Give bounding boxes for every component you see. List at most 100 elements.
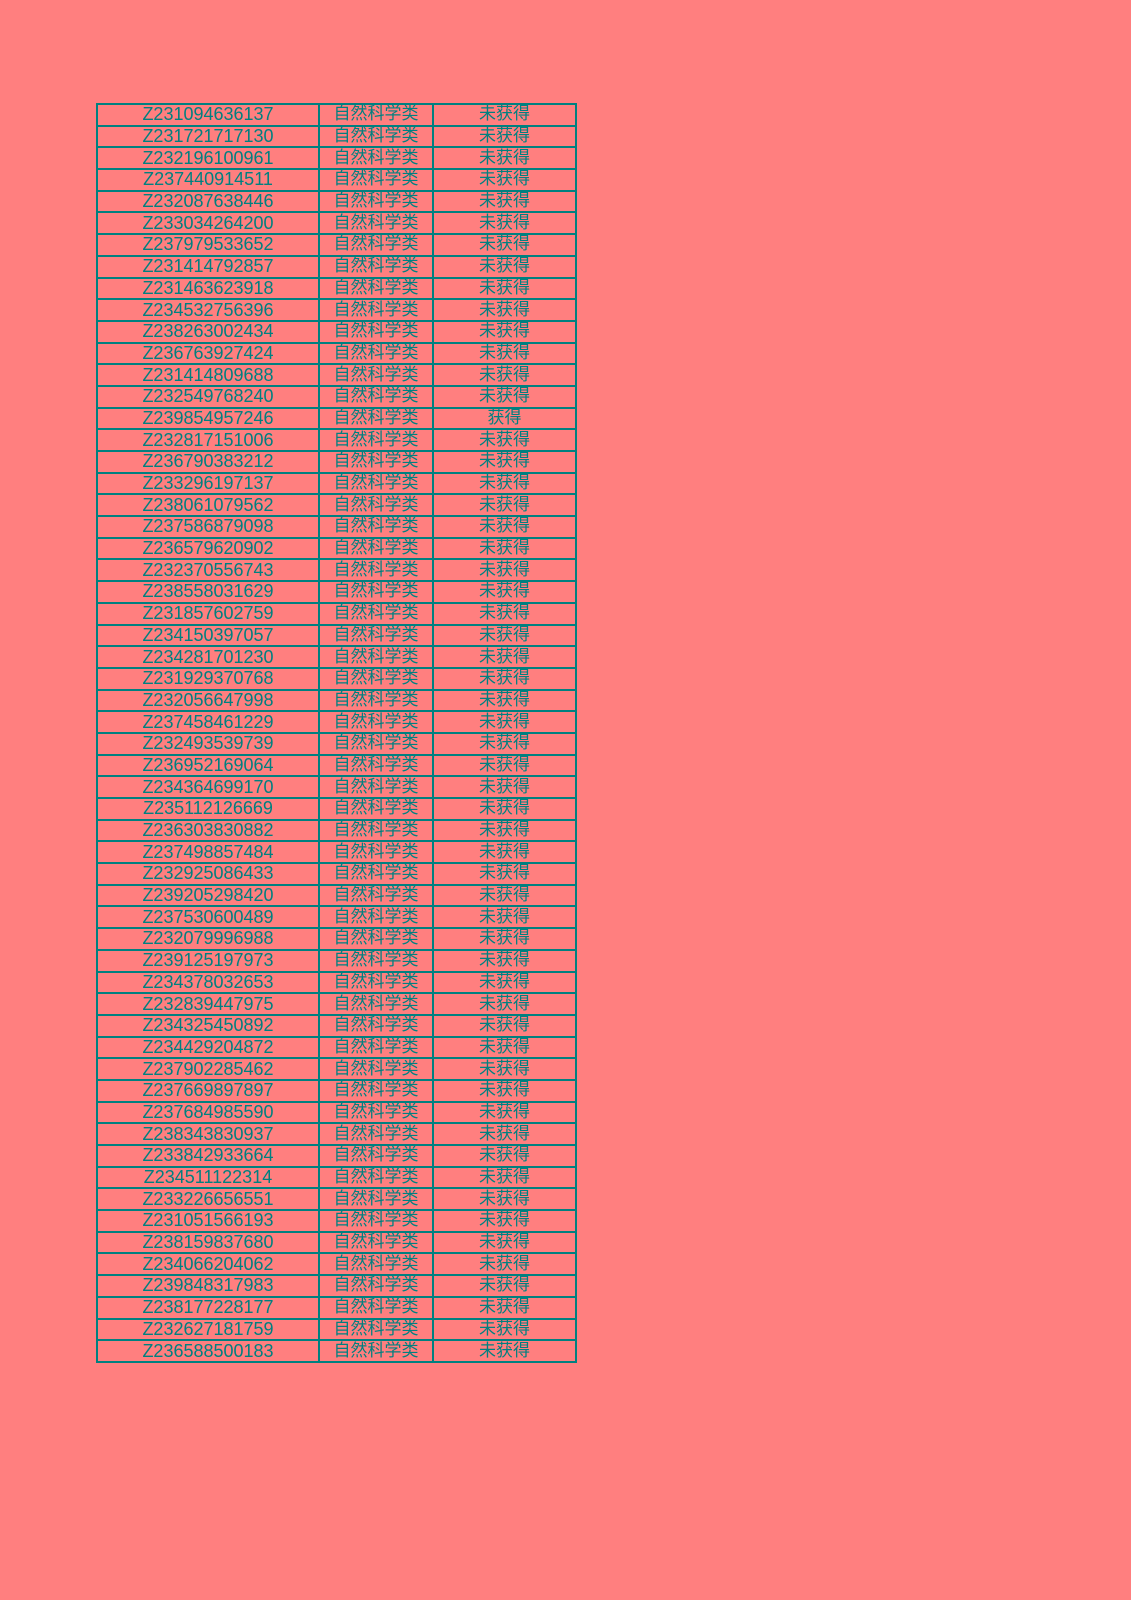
id-cell: Z234364699170 — [96, 775, 320, 799]
table-row: Z237684985590 自然科学类 未获得 — [96, 1100, 577, 1125]
status-cell: 未获得 — [432, 493, 577, 518]
id-cell: Z232925086433 — [96, 862, 320, 886]
id-cell: Z234325450892 — [96, 1013, 320, 1038]
table-row: Z237669897897 自然科学类 未获得 — [96, 1078, 577, 1103]
id-cell: Z234378032653 — [96, 970, 320, 995]
category-cell: 自然科学类 — [318, 753, 434, 778]
status-cell: 未获得 — [432, 1274, 577, 1298]
id-cell: Z231721717130 — [96, 124, 320, 149]
status-cell: 获得 — [432, 406, 577, 431]
status-cell: 未获得 — [432, 428, 577, 452]
id-cell: Z234511122314 — [96, 1165, 320, 1190]
category-cell: 自然科学类 — [318, 1339, 434, 1363]
table-row: Z236952169064 自然科学类 未获得 — [96, 753, 577, 778]
id-cell: Z238558031629 — [96, 580, 320, 604]
status-cell: 未获得 — [432, 471, 577, 496]
id-cell: Z231414792857 — [96, 254, 320, 279]
id-cell: Z237458461229 — [96, 710, 320, 734]
status-cell: 未获得 — [432, 363, 577, 387]
category-cell: 自然科学类 — [318, 1274, 434, 1298]
status-cell: 未获得 — [432, 840, 577, 865]
category-cell: 自然科学类 — [318, 992, 434, 1016]
status-cell: 未获得 — [432, 1144, 577, 1168]
table-row: Z234364699170 自然科学类 未获得 — [96, 775, 577, 799]
id-cell: Z234150397057 — [96, 623, 320, 648]
table-row: Z232549768240 自然科学类 未获得 — [96, 384, 577, 409]
category-cell: 自然科学类 — [318, 363, 434, 387]
table-row: Z237902285462 自然科学类 未获得 — [96, 1057, 577, 1081]
table-row: Z235112126669 自然科学类 未获得 — [96, 797, 577, 821]
status-cell: 未获得 — [432, 1230, 577, 1255]
category-cell: 自然科学类 — [318, 536, 434, 561]
id-cell: Z234281701230 — [96, 645, 320, 669]
status-cell: 未获得 — [432, 1122, 577, 1146]
table-row: Z234429204872 自然科学类 未获得 — [96, 1035, 577, 1060]
id-cell: Z239125197973 — [96, 948, 320, 973]
category-cell: 自然科学类 — [318, 146, 434, 171]
id-cell: Z236588500183 — [96, 1339, 320, 1363]
category-cell: 自然科学类 — [318, 1013, 434, 1038]
table-row: Z231051566193 自然科学类 未获得 — [96, 1209, 577, 1233]
id-cell: Z232627181759 — [96, 1317, 320, 1342]
category-cell: 自然科学类 — [318, 471, 434, 496]
id-cell: Z232056647998 — [96, 688, 320, 713]
id-cell: Z237586879098 — [96, 515, 320, 539]
category-cell: 自然科学类 — [318, 319, 434, 344]
status-cell: 未获得 — [432, 298, 577, 322]
category-cell: 自然科学类 — [318, 450, 434, 474]
category-cell: 自然科学类 — [318, 1144, 434, 1168]
category-cell: 自然科学类 — [318, 862, 434, 886]
id-cell: Z239854957246 — [96, 406, 320, 431]
category-cell: 自然科学类 — [318, 428, 434, 452]
category-cell: 自然科学类 — [318, 840, 434, 865]
category-cell: 自然科学类 — [318, 797, 434, 821]
status-cell: 未获得 — [432, 1035, 577, 1060]
category-cell: 自然科学类 — [318, 1057, 434, 1081]
id-cell: Z238177228177 — [96, 1295, 320, 1320]
category-cell: 自然科学类 — [318, 927, 434, 951]
category-cell: 自然科学类 — [318, 731, 434, 756]
table-row: Z236588500183 自然科学类 未获得 — [96, 1339, 577, 1363]
category-cell: 自然科学类 — [318, 341, 434, 366]
id-cell: Z237498857484 — [96, 840, 320, 865]
table-row: Z231929370768 自然科学类 未获得 — [96, 666, 577, 691]
status-cell: 未获得 — [432, 124, 577, 149]
category-cell: 自然科学类 — [318, 406, 434, 431]
status-cell: 未获得 — [432, 1013, 577, 1038]
status-cell: 未获得 — [432, 731, 577, 756]
status-cell: 未获得 — [432, 666, 577, 691]
category-cell: 自然科学类 — [318, 493, 434, 518]
id-cell: Z232839447975 — [96, 992, 320, 1016]
id-cell: Z233842933664 — [96, 1144, 320, 1168]
category-cell: 自然科学类 — [318, 384, 434, 409]
id-cell: Z237979533652 — [96, 233, 320, 257]
table-row: Z232925086433 自然科学类 未获得 — [96, 862, 577, 886]
id-cell: Z232549768240 — [96, 384, 320, 409]
id-cell: Z231414809688 — [96, 363, 320, 387]
table-row: Z238159837680 自然科学类 未获得 — [96, 1230, 577, 1255]
status-cell: 未获得 — [432, 601, 577, 626]
status-cell: 未获得 — [432, 1078, 577, 1103]
status-cell: 未获得 — [432, 233, 577, 257]
id-cell: Z237669897897 — [96, 1078, 320, 1103]
id-cell: Z234066204062 — [96, 1252, 320, 1277]
status-cell: 未获得 — [432, 1252, 577, 1277]
id-cell: Z233034264200 — [96, 211, 320, 236]
id-cell: Z232493539739 — [96, 731, 320, 756]
table-row: Z238061079562 自然科学类 未获得 — [96, 493, 577, 518]
status-cell: 未获得 — [432, 883, 577, 908]
id-cell: Z237902285462 — [96, 1057, 320, 1081]
table-row: Z234378032653 自然科学类 未获得 — [96, 970, 577, 995]
id-cell: Z236303830882 — [96, 818, 320, 843]
id-cell: Z239848317983 — [96, 1274, 320, 1298]
status-cell: 未获得 — [432, 146, 577, 171]
status-cell: 未获得 — [432, 211, 577, 236]
status-cell: 未获得 — [432, 515, 577, 539]
category-cell: 自然科学类 — [318, 775, 434, 799]
table-row: Z237458461229 自然科学类 未获得 — [96, 710, 577, 734]
id-cell: Z233226656551 — [96, 1187, 320, 1212]
category-cell: 自然科学类 — [318, 211, 434, 236]
table-row: Z236579620902 自然科学类 未获得 — [96, 536, 577, 561]
table-row: Z234150397057 自然科学类 未获得 — [96, 623, 577, 648]
table-row: Z233226656551 自然科学类 未获得 — [96, 1187, 577, 1212]
